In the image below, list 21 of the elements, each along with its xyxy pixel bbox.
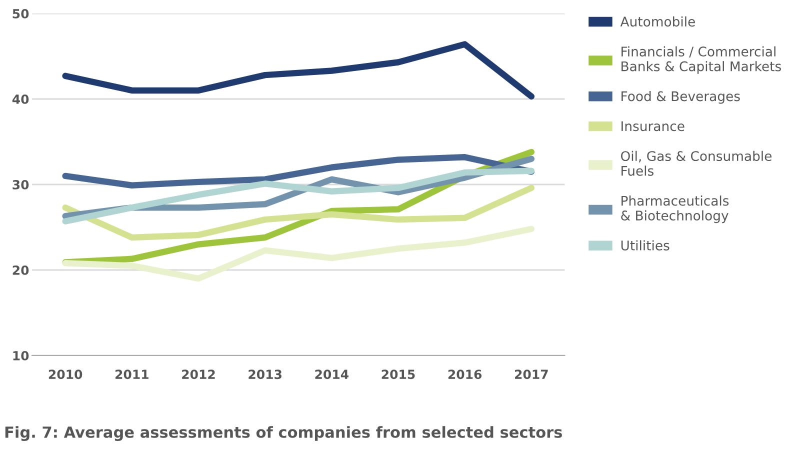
legend-label: Food & Beverages xyxy=(622,90,740,104)
y-tick-label: 10 xyxy=(13,350,29,360)
text: Fig. 7: Average assessments of companies from selected sectors xyxy=(5,426,562,441)
x-tick-label: 2012 xyxy=(182,370,215,380)
y-tick-label: 30 xyxy=(12,180,29,190)
y-tick-label: 50 xyxy=(12,8,29,18)
y-tick-label: 20 xyxy=(12,265,29,275)
x-tick-label: 2017 xyxy=(515,370,548,380)
legend-label: Insurance xyxy=(622,121,684,132)
x-tick-label: 2015 xyxy=(382,370,415,380)
legend-label: Oil, Gas & Consumable Fuels xyxy=(621,150,772,176)
legend-label: Pharmaceuticals & Biotechnology xyxy=(621,196,729,224)
legend-label: Utilities xyxy=(621,240,670,250)
x-tick-label: 2011 xyxy=(116,370,148,380)
x-tick-label: 2010 xyxy=(48,370,82,380)
y-tick-label: 40 xyxy=(12,94,29,104)
x-tick-label: 2013 xyxy=(248,370,282,380)
x-tick-label: 2014 xyxy=(315,370,348,380)
legend-label: Automobile xyxy=(620,16,695,27)
legend-label: Financials / Commercial Banks & Capital Markets xyxy=(622,46,781,74)
x-tick-label: 2016 xyxy=(448,370,482,380)
